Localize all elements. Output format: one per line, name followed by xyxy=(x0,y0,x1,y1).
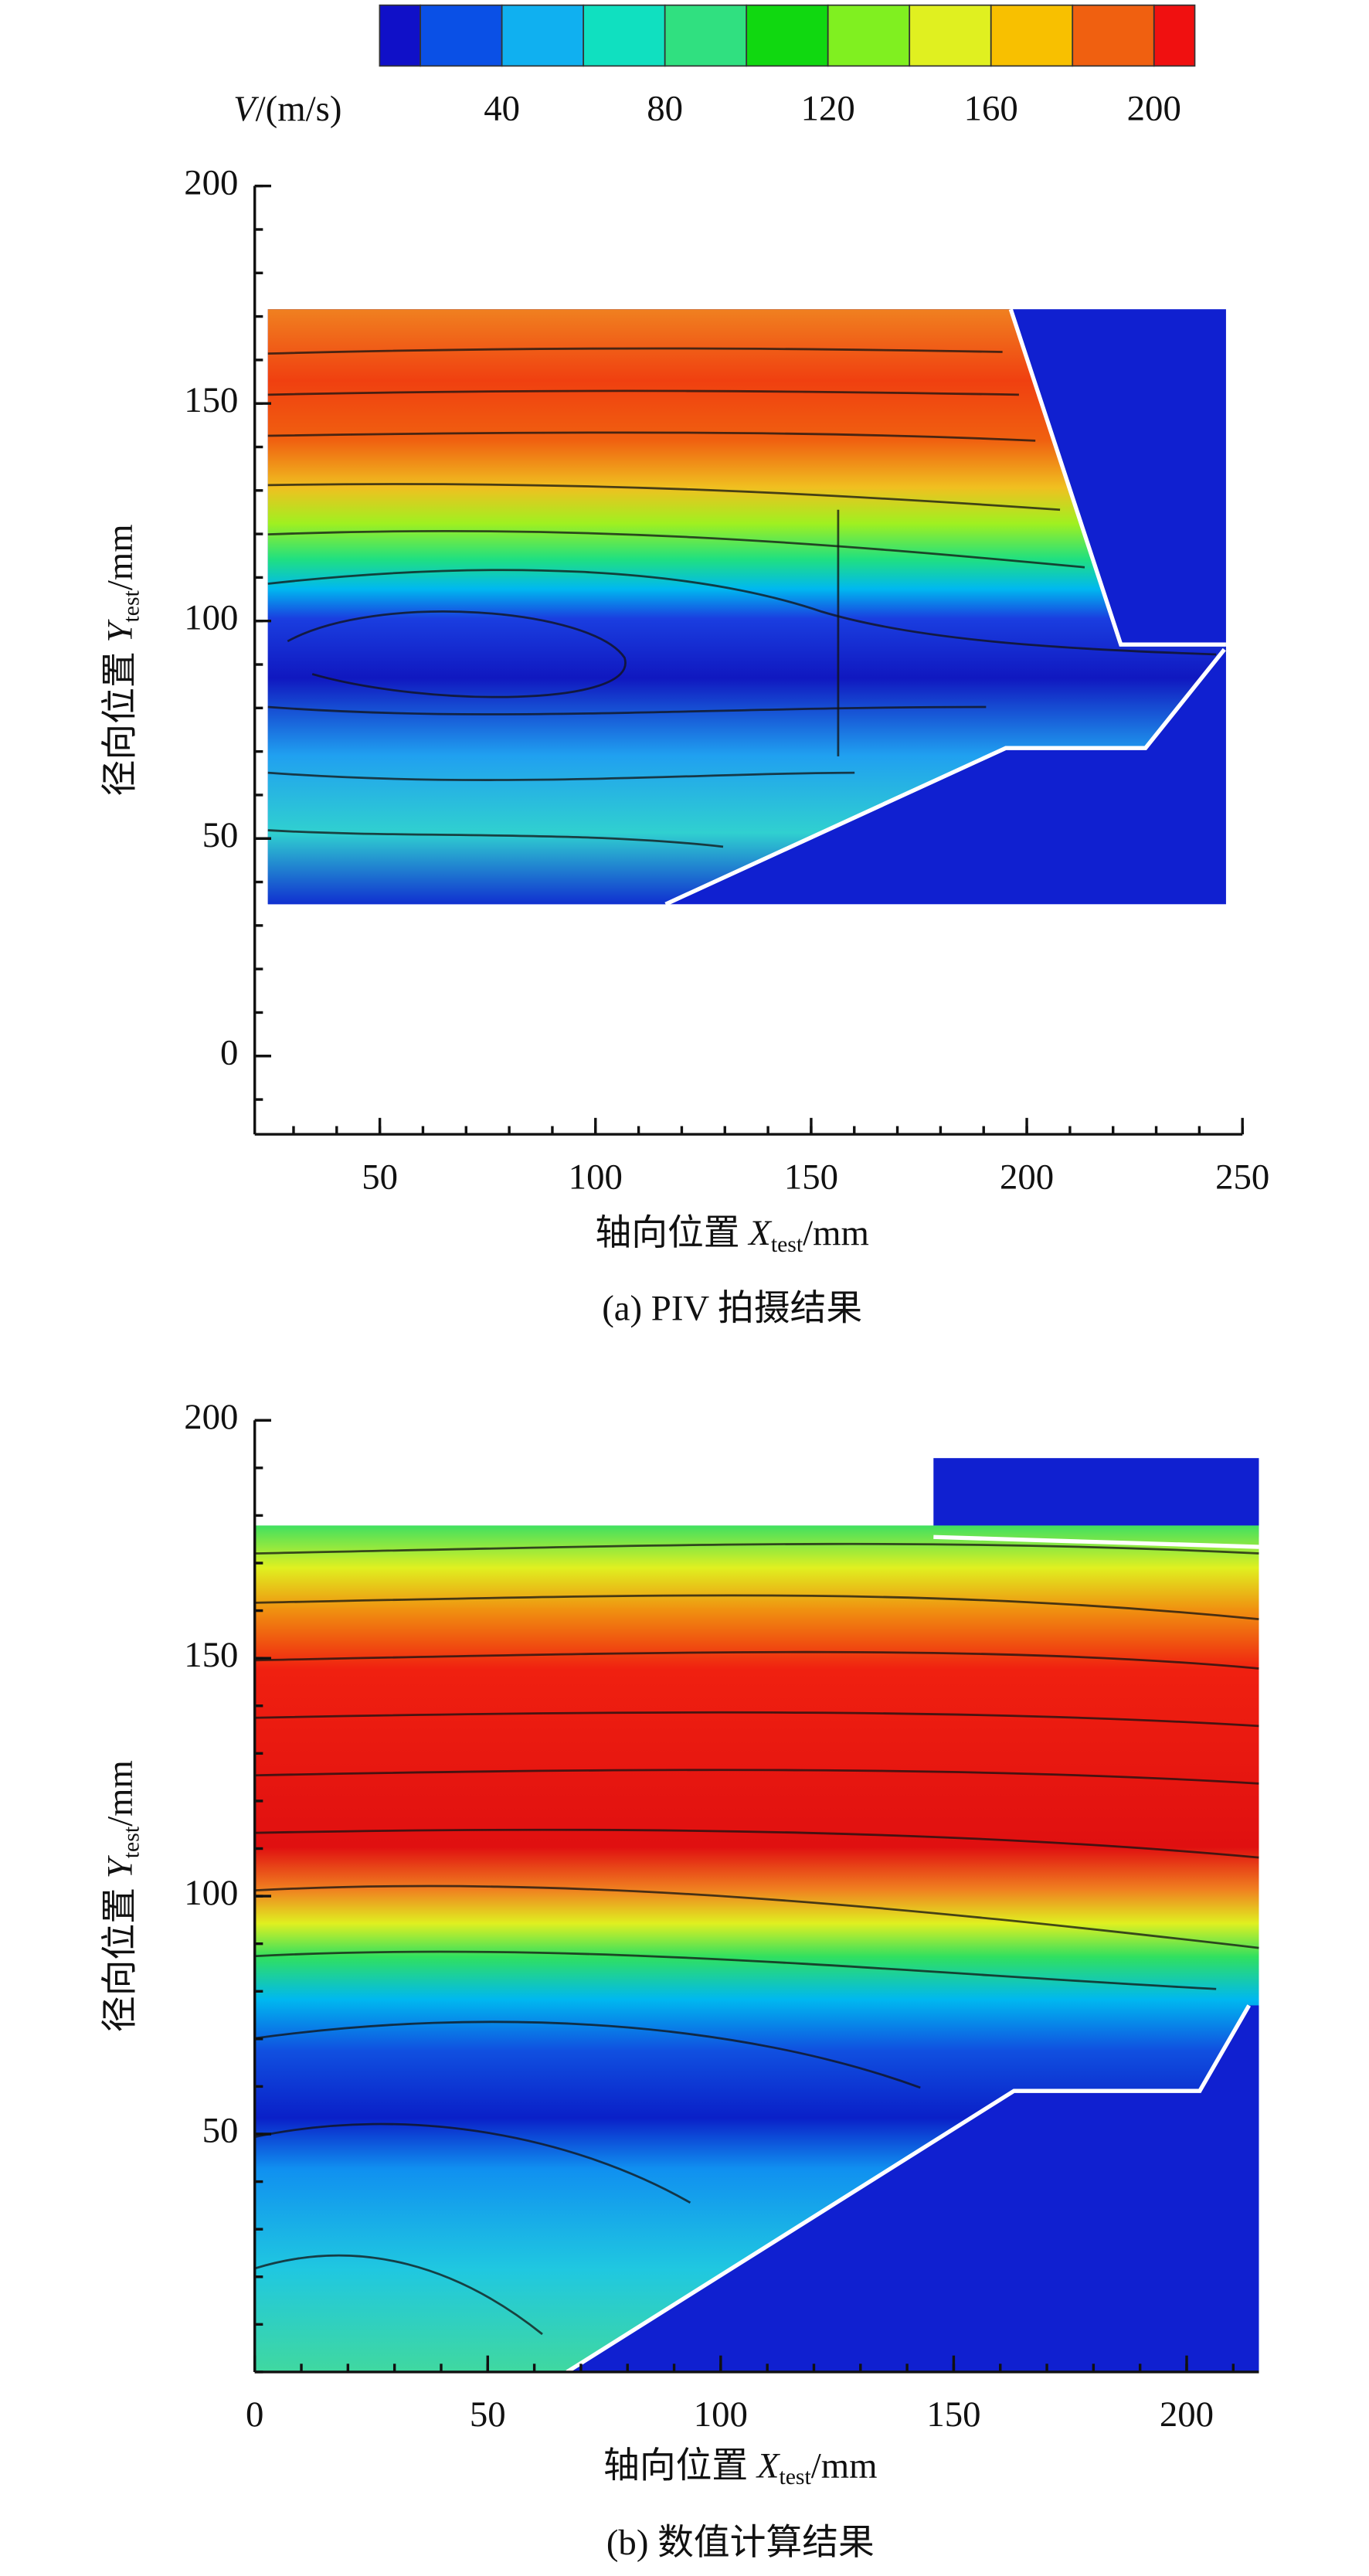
label-unit: /mm xyxy=(100,1760,140,1827)
colorbar-tick-label: 120 xyxy=(801,89,855,129)
y-tick-label: 100 xyxy=(184,1873,238,1913)
colorbar-swatch xyxy=(583,4,666,67)
colorbar-tick-label: 40 xyxy=(484,89,520,129)
x-tick-label: 200 xyxy=(1000,1157,1054,1197)
colorbar-swatch xyxy=(1153,4,1196,67)
colorbar-swatch xyxy=(1072,4,1155,67)
x-axis-label: 轴向位置 Xtest/mm xyxy=(603,2445,878,2489)
field-a xyxy=(267,308,1226,906)
label-var: Y xyxy=(100,1854,140,1878)
label-unit: /(m/s) xyxy=(256,89,342,129)
label-text: 径向位置 xyxy=(100,643,140,797)
colorbar-label: V/(m/s) xyxy=(233,89,341,129)
y-tick-label: 50 xyxy=(202,815,239,855)
colorbar-swatch xyxy=(501,4,585,67)
x-tick-label: 150 xyxy=(784,1157,838,1197)
label-var: Y xyxy=(100,619,140,643)
x-axis-label: 轴向位置 Xtest/mm xyxy=(595,1213,869,1257)
field-b xyxy=(254,1458,1259,2374)
x-tick-label: 50 xyxy=(470,2394,506,2435)
colorbar-swatch xyxy=(909,4,992,67)
caption: (b) 数值计算结果 xyxy=(606,2523,875,2563)
y-tick-label: 100 xyxy=(184,597,238,637)
label-unit: /mm xyxy=(100,524,140,590)
colorbar-swatch xyxy=(664,4,748,67)
label-unit: /mm xyxy=(803,1213,869,1253)
label-sub: test xyxy=(118,1826,144,1858)
colorbar-swatch xyxy=(746,4,829,67)
colorbar-swatch xyxy=(420,4,503,67)
y-axis-label: 径向位置 Ytest/mm xyxy=(100,524,144,796)
x-tick-label: 150 xyxy=(926,2394,980,2435)
x-tick-label: 100 xyxy=(569,1157,623,1197)
label-text: 轴向位置 xyxy=(603,2445,757,2486)
y-tick-label: 0 xyxy=(220,1032,238,1072)
y-tick-label: 200 xyxy=(184,1397,238,1437)
caption: (a) PIV 拍摄结果 xyxy=(602,1289,862,1329)
label-sub: test xyxy=(118,590,144,622)
y-axis-label: 径向位置 Ytest/mm xyxy=(100,1760,144,2032)
y-tick-label: 150 xyxy=(184,380,238,420)
x-tick-label: 250 xyxy=(1215,1157,1269,1197)
label-unit: /mm xyxy=(811,2445,878,2486)
x-tick-label: 100 xyxy=(694,2394,748,2435)
label-sub: test xyxy=(771,1232,803,1257)
x-tick-label: 200 xyxy=(1160,2394,1214,2435)
y-tick-label: 200 xyxy=(184,162,238,202)
label-var: X xyxy=(747,1213,773,1253)
colorbar-tick-label: 200 xyxy=(1127,89,1181,129)
y-tick-label: 150 xyxy=(184,1635,238,1675)
colorbar-swatch xyxy=(827,4,911,67)
colorbar-tick-label: 160 xyxy=(964,89,1018,129)
x-tick-label: 0 xyxy=(246,2394,263,2435)
label-text: 径向位置 xyxy=(100,1878,140,2032)
label-text: 轴向位置 xyxy=(595,1213,749,1253)
x-tick-label: 50 xyxy=(362,1157,398,1197)
colorbar-tick-label: 80 xyxy=(647,89,683,129)
label-sub: test xyxy=(779,2464,811,2489)
label-var: V xyxy=(233,89,260,129)
colorbar-swatch xyxy=(379,4,422,67)
colorbar-swatch xyxy=(990,4,1074,67)
y-tick-label: 50 xyxy=(202,2111,239,2151)
label-var: X xyxy=(756,2445,781,2486)
